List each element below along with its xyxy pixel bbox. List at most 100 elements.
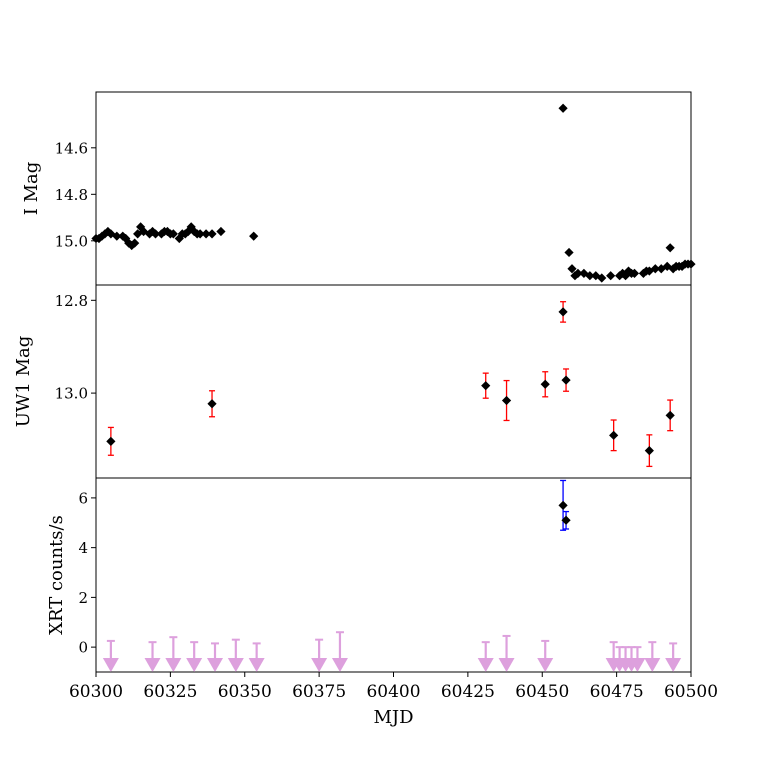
data-point [249, 231, 259, 241]
data-point [130, 238, 140, 248]
upper-limit-arrow [477, 641, 494, 672]
data-point [665, 243, 675, 253]
data-point [665, 410, 675, 420]
upper-limit-head [665, 658, 682, 672]
data-point [609, 430, 619, 440]
data-point [570, 271, 580, 281]
upper-limit-arrow [165, 636, 182, 672]
data-point [615, 271, 625, 281]
upper-limit-arrow [227, 638, 244, 672]
data-point [558, 103, 568, 113]
panel-xrt-ylabel: XRT counts/s [46, 515, 67, 635]
panel-xrt: 0 2 4 6 XRT counts/s [46, 477, 692, 673]
panel-xrt-marks [102, 479, 682, 672]
upper-limit-head [207, 658, 223, 672]
upper-limit-arrow [186, 641, 203, 672]
upper-limit-head [537, 658, 554, 672]
data-point [567, 264, 577, 274]
upper-limit-arrow [498, 634, 515, 672]
data-point [558, 307, 568, 317]
data-point [106, 436, 116, 446]
upper-limit-head [629, 658, 646, 672]
upper-limit-arrow [207, 642, 223, 672]
y-tick-label: 15.0 [55, 232, 88, 250]
data-point [501, 395, 512, 406]
data-point [112, 231, 122, 241]
data-point [168, 229, 178, 239]
data-point [686, 259, 696, 269]
upper-limit-arrow [537, 639, 554, 672]
panel-uw1-marks [106, 301, 675, 468]
data-point [195, 229, 205, 239]
data-point [540, 379, 550, 389]
data-point [650, 264, 660, 274]
upper-limit-arrow [102, 639, 119, 672]
upper-limit-arrow [644, 641, 661, 672]
xrt-detection-point [561, 515, 571, 525]
data-point [644, 266, 654, 276]
data-point [150, 229, 161, 239]
data-point [597, 273, 607, 283]
upper-limit-arrow [629, 646, 646, 672]
y-tick-label: 6 [78, 489, 88, 507]
data-point [585, 271, 595, 281]
panel-imag-ylabel: I Mag [21, 162, 42, 216]
xrt-detection-point [558, 500, 568, 510]
x-tick-label: 60325 [143, 682, 197, 702]
panel-imag-frame [95, 91, 692, 286]
y-tick-label: 0 [78, 639, 88, 657]
x-axis-label: MJD [373, 707, 413, 728]
panel-xrt-yticks: 0 2 4 6 [78, 489, 96, 657]
upper-limit-head [477, 658, 494, 672]
data-point [201, 229, 211, 239]
data-point [207, 399, 217, 409]
panel-xrt-frame [95, 477, 692, 673]
upper-limit-head [311, 658, 328, 672]
panel-imag: 14.6 14.8 15.0 I Mag [21, 91, 696, 286]
y-tick-label: 14.6 [55, 139, 88, 157]
y-tick-label: 4 [78, 539, 88, 557]
upper-limit-head [144, 658, 161, 672]
upper-limit-head [644, 658, 661, 672]
data-point [620, 271, 631, 281]
data-point [629, 268, 640, 278]
data-point [573, 268, 583, 278]
upper-limit-head [227, 658, 244, 672]
x-tick-label: 60500 [664, 682, 718, 702]
data-point [591, 271, 601, 281]
upper-limit-head [498, 658, 515, 672]
upper-limit-head [248, 658, 265, 672]
data-point [606, 271, 616, 281]
upper-limit-arrow [665, 642, 682, 672]
data-point [481, 381, 491, 391]
y-tick-label: 12.8 [55, 292, 88, 310]
data-point [207, 229, 217, 239]
upper-limit-arrow [144, 641, 161, 672]
data-point [564, 247, 574, 258]
data-point [638, 268, 648, 278]
x-tick-label: 60400 [366, 682, 420, 702]
panel-uw1: 12.8 13.0 UW1 Mag [13, 284, 692, 479]
data-point [216, 226, 226, 237]
panel-imag-marks [91, 103, 696, 283]
y-tick-label: 2 [78, 589, 88, 607]
data-point [106, 229, 116, 239]
upper-limit-arrow [248, 642, 265, 672]
panel-uw1-ylabel: UW1 Mag [13, 336, 34, 428]
x-tick-label: 60375 [292, 682, 346, 702]
y-tick-label: 14.8 [55, 186, 88, 204]
x-tick-label: 60425 [441, 682, 495, 702]
panel-uw1-frame [95, 284, 692, 479]
data-point [644, 446, 654, 456]
panel-uw1-yticks: 12.8 13.0 [55, 292, 96, 403]
y-tick-label: 13.0 [55, 385, 88, 403]
panel-imag-yticks: 14.6 14.8 15.0 [55, 139, 96, 250]
x-axis-ticks: 60300 60325 60350 60375 60400 60425 60450 60475… [69, 672, 718, 702]
data-point [623, 266, 634, 276]
x-tick-label: 60350 [218, 682, 272, 702]
upper-limit-arrow [331, 631, 348, 672]
upper-limit-head [102, 658, 119, 672]
upper-limit-head [186, 658, 203, 672]
x-tick-label: 60450 [515, 682, 569, 702]
